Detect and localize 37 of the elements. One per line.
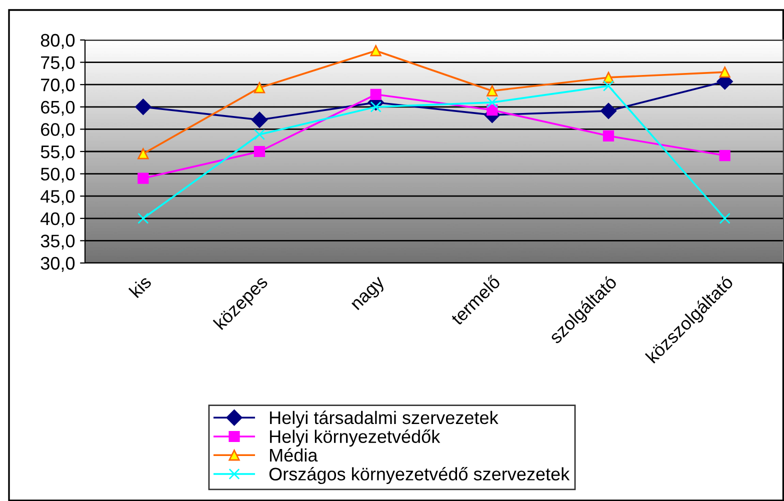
point	[254, 146, 266, 158]
y-tick-label: 80,0	[40, 34, 75, 49]
point	[719, 66, 730, 78]
point	[370, 88, 382, 100]
point	[138, 172, 149, 184]
point	[486, 85, 498, 96]
y-tick-label: 70,0	[41, 78, 75, 94]
point	[602, 80, 614, 92]
point	[138, 148, 149, 160]
legend-label: Helyi társadalmi szervezetek	[270, 410, 498, 428]
point	[600, 102, 617, 119]
point	[719, 212, 730, 224]
point	[135, 98, 152, 115]
point	[138, 212, 149, 224]
point	[370, 101, 382, 112]
point	[251, 112, 268, 128]
legend-label: Országos környezetvédő szervezetek	[269, 467, 570, 484]
y-tick-label: 55,0	[40, 145, 75, 160]
y-tick-label: 50,0	[40, 168, 75, 183]
y-tick-label: 30,0	[40, 256, 75, 272]
point	[602, 72, 614, 84]
y-tick-label: 60,0	[41, 123, 75, 138]
point	[486, 96, 498, 108]
y-tick-label: 40,0	[40, 212, 75, 228]
y-tick-label: 75,0	[41, 56, 75, 72]
x-tick-label: kis	[128, 274, 152, 298]
point	[719, 150, 730, 162]
y-tick-label: 65,0	[41, 100, 75, 116]
point	[486, 104, 498, 116]
point	[254, 82, 266, 94]
legend-label: Helyi környezetvédők	[270, 430, 440, 447]
point	[602, 130, 614, 142]
point	[254, 128, 266, 140]
y-tick-label: 45,0	[40, 190, 75, 205]
legend-label: Média	[270, 448, 318, 462]
point	[370, 45, 382, 56]
y-tick-label: 35,0	[40, 234, 75, 250]
